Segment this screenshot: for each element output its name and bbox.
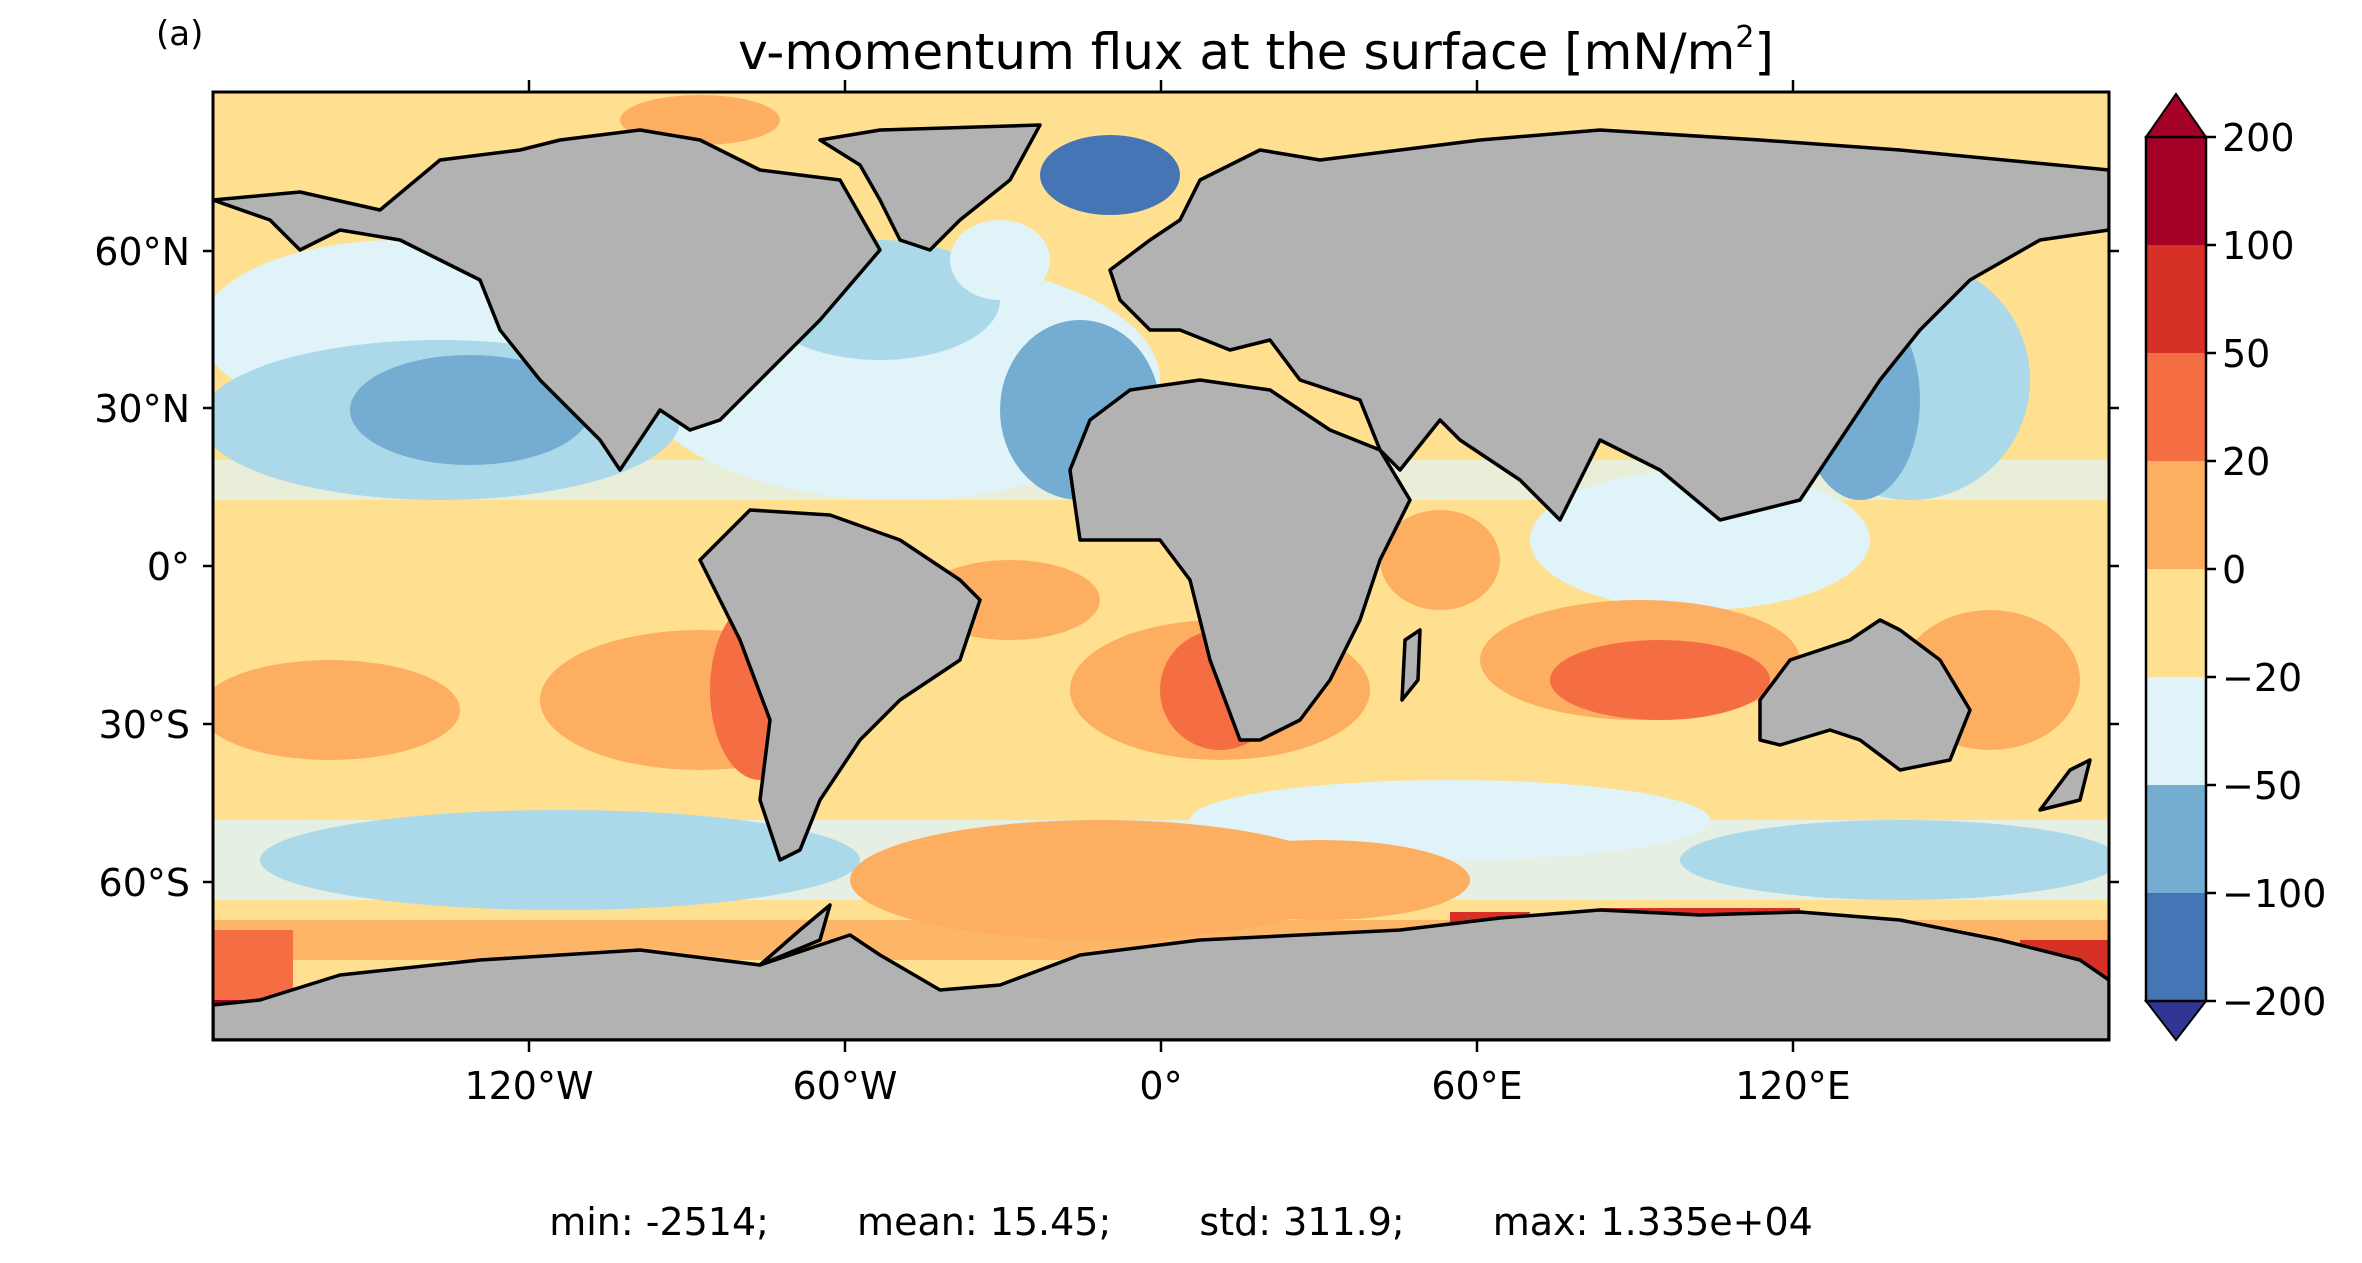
chart-title: v-momentum flux at the surface [mN/m2]: [0, 20, 2362, 81]
colorbar-label: −200: [2222, 980, 2327, 1024]
x-tick-label: 0°: [1139, 1064, 1183, 1108]
title-text: v-momentum flux at the surface [mN/m: [738, 23, 1736, 81]
madagascar-land: [1400, 628, 1422, 702]
colorbar-label: −20: [2222, 656, 2303, 700]
x-tick-label: 120°W: [464, 1064, 594, 1108]
colorbar-label: 200: [2222, 116, 2295, 160]
land-masses: [213, 123, 2109, 1040]
antarctica-land: [213, 908, 2109, 1040]
colorbar-label: 0: [2222, 548, 2247, 592]
south-america-land: [698, 508, 982, 862]
stat-std: std: 311.9;: [1199, 1200, 1405, 1244]
colorbar-label: 20: [2222, 440, 2271, 484]
y-tick-label: 30°S: [98, 703, 190, 747]
x-tick-label: 120°E: [1735, 1064, 1851, 1108]
y-tick-label: 60°N: [94, 230, 190, 274]
title-superscript: 2: [1735, 20, 1755, 55]
y-tick-label: 0°: [146, 545, 190, 589]
stat-max: max: 1.335e+04: [1492, 1200, 1813, 1244]
eurasia-land: [1108, 128, 2109, 522]
stats-line: min: -2514; mean: 15.45; std: 311.9; max…: [0, 1200, 2362, 1244]
antarctic-peninsula-land: [758, 903, 832, 967]
australia-land: [1758, 618, 1972, 772]
colorbar-label: −50: [2222, 764, 2303, 808]
y-tick-label: 60°S: [98, 861, 190, 905]
x-ticks: [527, 80, 1795, 1052]
north-america-land: [213, 128, 882, 472]
colorbar-label: −100: [2222, 872, 2327, 916]
new-zealand-land: [2038, 758, 2092, 812]
y-ticks: [203, 249, 2119, 884]
colorbar-label: 100: [2222, 224, 2295, 268]
colorbar-label: 50: [2222, 332, 2271, 376]
stat-min: min: -2514;: [549, 1200, 769, 1244]
panel-label: (a): [156, 14, 204, 54]
colorbar: [2143, 92, 2216, 1042]
x-tick-label: 60°E: [1431, 1064, 1523, 1108]
y-tick-label: 30°N: [94, 387, 190, 431]
greenland-land: [818, 123, 1042, 252]
stat-mean: mean: 15.45;: [857, 1200, 1112, 1244]
title-end: ]: [1754, 23, 1774, 81]
x-tick-label: 60°W: [792, 1064, 898, 1108]
africa-land: [1068, 378, 1412, 742]
